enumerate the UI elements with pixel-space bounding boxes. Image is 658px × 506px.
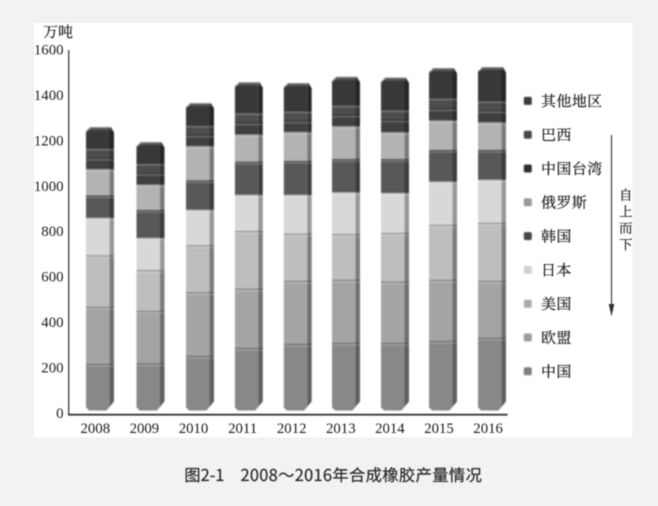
svg-text:1400: 1400: [34, 88, 64, 104]
svg-text:600: 600: [41, 270, 63, 286]
svg-text:1000: 1000: [34, 179, 64, 195]
svg-text:1600: 1600: [34, 43, 64, 59]
svg-text:0: 0: [56, 406, 63, 422]
svg-text:800: 800: [41, 224, 63, 240]
svg-text:1200: 1200: [34, 133, 64, 149]
svg-text:2008: 2008: [81, 421, 111, 437]
svg-text:2010: 2010: [179, 421, 209, 437]
svg-text:2016: 2016: [473, 421, 503, 437]
svg-text:2013: 2013: [326, 421, 356, 437]
svg-text:200: 200: [41, 360, 63, 376]
svg-text:2012: 2012: [277, 421, 307, 437]
svg-text:2009: 2009: [130, 421, 160, 437]
svg-text:2011: 2011: [228, 421, 257, 437]
svg-text:2015: 2015: [424, 421, 454, 437]
svg-text:400: 400: [41, 315, 63, 331]
svg-text:2014: 2014: [375, 421, 405, 437]
